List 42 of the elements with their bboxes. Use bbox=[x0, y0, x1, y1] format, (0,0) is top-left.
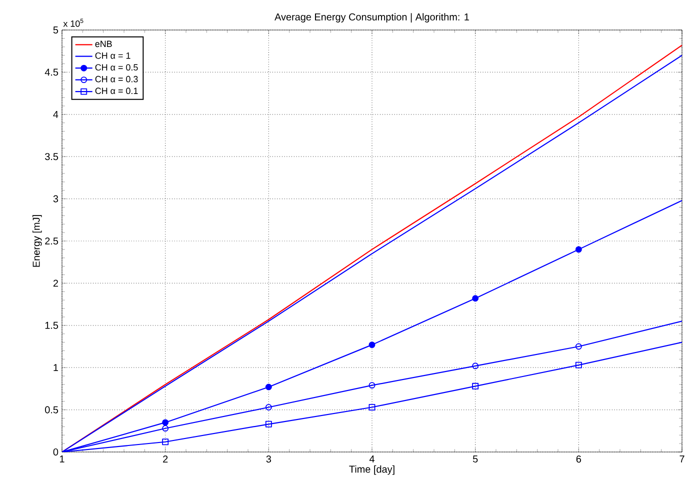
point bbox=[162, 425, 169, 432]
point bbox=[472, 295, 479, 302]
y-tick-label: 5 bbox=[53, 26, 58, 34]
point bbox=[368, 382, 376, 389]
point bbox=[472, 382, 479, 390]
legend-label: CH α = 0.3 bbox=[95, 76, 138, 82]
point bbox=[265, 404, 272, 411]
point bbox=[368, 342, 376, 348]
x-tick-label: 3 bbox=[266, 456, 272, 463]
legend-label: eNB bbox=[95, 40, 112, 48]
legend-label: CH α = 0.1 bbox=[95, 88, 138, 94]
x-tick-label: 7 bbox=[680, 456, 684, 462]
y-tick-label: 3 bbox=[53, 195, 58, 202]
text: x 10$^{5}$ bbox=[63, 18, 84, 27]
point bbox=[575, 343, 582, 350]
y-tick-label: 2.5 bbox=[45, 237, 58, 245]
point bbox=[265, 384, 272, 390]
point bbox=[265, 420, 272, 428]
point bbox=[162, 419, 169, 426]
point bbox=[575, 246, 582, 253]
y-axis-title: Energy [mJ] bbox=[32, 215, 42, 267]
y-tick-label: 4 bbox=[53, 110, 58, 118]
x-tick-label: 5 bbox=[472, 456, 478, 462]
x-tick-label: 1 bbox=[60, 456, 64, 462]
x-axis-title: Time [day] bbox=[349, 465, 394, 475]
point bbox=[162, 438, 169, 446]
x-tick-label: 6 bbox=[576, 456, 582, 463]
legend-label: CH α = 1 bbox=[95, 52, 130, 59]
x-tick-label: 4 bbox=[369, 456, 374, 462]
point bbox=[575, 362, 582, 368]
chart-title: Average Energy Consumption | Algorithm: 1 bbox=[274, 13, 469, 22]
y-tick-label: 3.5 bbox=[45, 153, 58, 160]
y-tick-label: 4.5 bbox=[44, 68, 58, 76]
y-tick-label: 1 bbox=[54, 364, 58, 372]
point bbox=[472, 362, 479, 370]
y-tick-label: 1.5 bbox=[45, 322, 58, 329]
point bbox=[368, 404, 376, 411]
y-tick-label: 0.5 bbox=[45, 406, 58, 414]
legend-label: CH α = 0.5 bbox=[95, 64, 138, 71]
x-tick-label: 2 bbox=[163, 456, 168, 462]
y-tick-label: 2 bbox=[53, 280, 58, 287]
y-tick-label: 0 bbox=[53, 448, 58, 456]
